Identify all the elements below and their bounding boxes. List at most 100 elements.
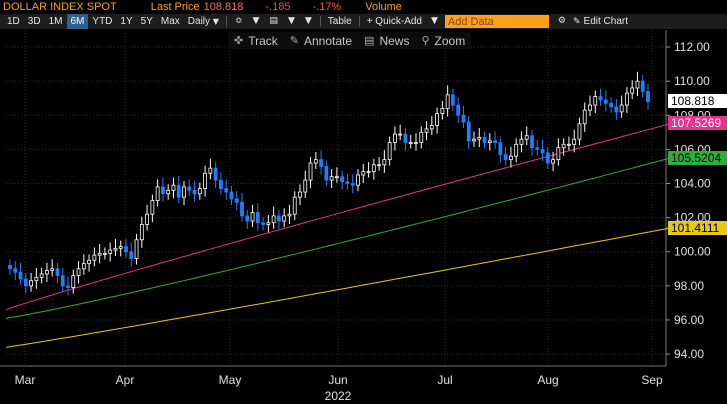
candle-down xyxy=(461,114,466,123)
candle-down xyxy=(503,154,508,161)
candle-up xyxy=(250,212,255,222)
frequency-label: Daily xyxy=(187,16,211,27)
candle-up xyxy=(398,133,403,136)
candle-up xyxy=(335,176,339,179)
zoom-button[interactable]: ⚲ Zoom xyxy=(415,34,471,48)
candle-up xyxy=(414,142,418,144)
table-button[interactable]: Table xyxy=(327,16,352,27)
candle-up xyxy=(134,239,139,259)
candle-up xyxy=(81,263,86,270)
magnifier-icon: ⚲ xyxy=(421,34,430,47)
candle-up xyxy=(76,268,81,277)
candle-up xyxy=(271,215,276,224)
candle-down xyxy=(18,271,23,280)
period-1d-button[interactable]: 1D xyxy=(7,16,20,27)
candle-up xyxy=(593,96,598,106)
settings-icon[interactable]: ⚙ xyxy=(557,16,566,26)
candle-down xyxy=(176,184,181,198)
candle-down xyxy=(234,198,239,203)
y-tick-label: 96.00 xyxy=(674,313,704,327)
news-label: News xyxy=(379,33,410,48)
period-6m-button[interactable]: 6M xyxy=(66,14,89,29)
candle-up xyxy=(45,270,49,275)
candle-down xyxy=(530,135,534,149)
candle-down xyxy=(646,91,650,103)
candle-up xyxy=(524,135,529,140)
candle-up xyxy=(588,104,592,111)
candle-up xyxy=(171,184,176,191)
period-ytd-button[interactable]: YTD xyxy=(92,16,113,27)
candle-up xyxy=(582,109,587,125)
frequency-dropdown[interactable]: Daily ▼ xyxy=(184,14,223,29)
quick-add-button[interactable]: + Quick-Add xyxy=(366,16,422,27)
chart-type-dropdown-icon[interactable]: ▼ xyxy=(252,16,260,26)
last-value-label-ma-long: 101.4111 xyxy=(668,220,727,235)
news-button[interactable]: ▤ News xyxy=(358,34,415,48)
candle-down xyxy=(229,191,234,200)
period-5y-button[interactable]: 5Y xyxy=(140,16,153,27)
candle-up xyxy=(356,174,360,186)
candle-up xyxy=(29,280,33,287)
volume-label[interactable]: Volume xyxy=(365,0,402,13)
y-tick-label: 98.00 xyxy=(674,279,704,293)
candle-down xyxy=(161,186,165,195)
y-tick-label: 104.00 xyxy=(674,177,711,191)
edit-chart-button[interactable]: ✎ Edit Chart xyxy=(571,14,632,29)
candle-down xyxy=(23,278,28,287)
x-tick-label: Sep xyxy=(641,373,663,387)
candle-down xyxy=(609,102,613,108)
candle-down xyxy=(319,159,323,167)
candle-down xyxy=(603,99,608,104)
candle-down xyxy=(187,186,192,191)
candle-up xyxy=(113,247,118,251)
candle-up xyxy=(208,167,213,174)
chart-area[interactable]: 112.00 110.00 108.00 106.00 104.00 102.00 100.… xyxy=(0,30,727,404)
candle-up xyxy=(166,189,171,195)
line-chart-icon[interactable]: ≎ xyxy=(234,16,243,26)
candle-up xyxy=(313,159,318,164)
candle-down xyxy=(55,268,60,277)
candle-up xyxy=(118,246,123,249)
candle-down xyxy=(493,140,497,143)
period-max-button[interactable]: Max xyxy=(160,16,180,27)
annotate-button[interactable]: ✎ Annotate xyxy=(284,34,358,48)
toolbar-divider xyxy=(358,16,360,27)
period-1y-button[interactable]: 1Y xyxy=(120,16,133,27)
indicator-dropdown-icon[interactable]: ▼ xyxy=(287,16,295,26)
zoom-label: Zoom xyxy=(434,33,466,48)
chevron-down-icon: ▼ xyxy=(212,17,219,26)
candle-up xyxy=(551,159,555,164)
candle-down xyxy=(614,106,619,113)
price-chart[interactable]: 112.00110.00108.00106.00104.00102.00100.… xyxy=(0,30,727,404)
add-data-input[interactable] xyxy=(444,15,549,28)
candle-up xyxy=(308,162,313,181)
candle-up xyxy=(287,213,292,217)
x-tick-label: Mar xyxy=(15,373,36,387)
candle-up xyxy=(435,113,439,126)
candle-up xyxy=(635,80,640,89)
quick-add-dropdown-icon[interactable]: ▼ xyxy=(431,16,438,26)
candle-up xyxy=(625,92,629,106)
security-title[interactable]: DOLLAR INDEX SPOT xyxy=(3,0,117,13)
track-button[interactable]: ✜ Track xyxy=(228,34,284,48)
candle-up xyxy=(487,140,492,143)
candle-up xyxy=(361,171,366,176)
crosshair-icon: ✜ xyxy=(234,34,244,47)
chart-toolbar: 1D 3D 1M 6M YTD 1Y 5Y Max Daily ▼ ≎ ▼ ▤ … xyxy=(0,14,727,29)
annotate-pen-icon: ✎ xyxy=(289,34,299,47)
candle-up xyxy=(298,191,302,198)
candle-down xyxy=(350,183,355,186)
indicator-chart-icon[interactable]: ▤ xyxy=(269,16,278,26)
candle-up xyxy=(619,104,624,113)
candle-up xyxy=(377,164,381,167)
x-year-label: 2022 xyxy=(325,389,352,403)
more-options-dropdown-icon[interactable]: ▼ xyxy=(304,16,312,26)
candle-down xyxy=(219,179,223,190)
period-3d-button[interactable]: 3D xyxy=(27,16,41,27)
candle-up xyxy=(429,125,434,130)
period-1m-button[interactable]: 1M xyxy=(48,16,63,27)
candle-up xyxy=(445,94,450,109)
candle-up xyxy=(567,143,571,146)
candle-up xyxy=(408,142,413,144)
candle-up xyxy=(393,133,397,143)
